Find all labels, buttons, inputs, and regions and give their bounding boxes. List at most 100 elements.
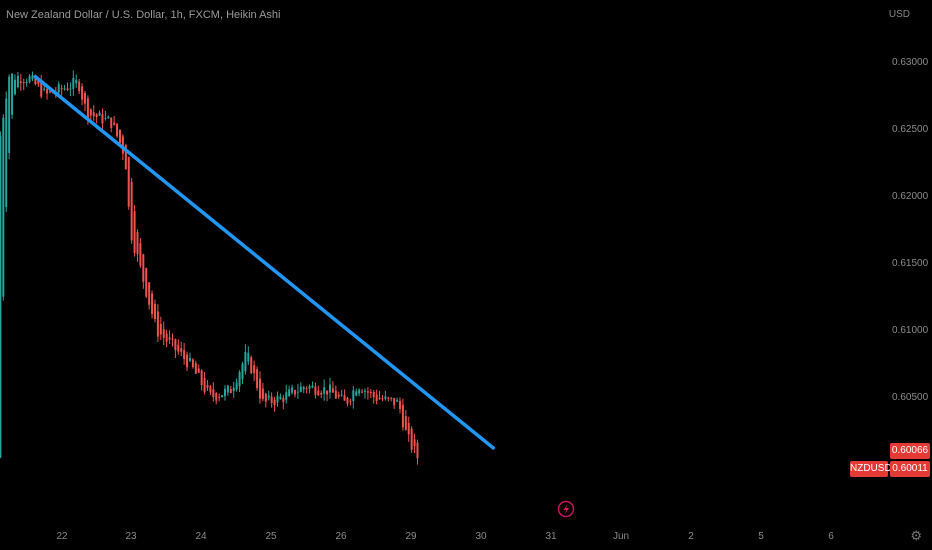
candle-body	[393, 397, 396, 406]
price-axis[interactable]: 0.63000 0.62500 0.62000 0.61500 0.61000 0.605…	[892, 57, 929, 403]
candle-body	[197, 368, 200, 373]
candle-body	[337, 394, 340, 397]
candle-body	[258, 378, 261, 399]
candle-body	[127, 157, 130, 207]
candle-body	[31, 75, 34, 80]
candle-body	[343, 395, 346, 401]
candle-body	[43, 88, 46, 90]
candle-body	[188, 358, 191, 361]
candle-body	[89, 109, 92, 116]
candle-body	[98, 112, 101, 116]
x-tick-label: 25	[265, 531, 277, 542]
candle-body	[340, 394, 343, 396]
candle-body	[308, 386, 311, 389]
time-axis[interactable]: 22 23 24 25 26 29 30 31 Jun 2 5 6	[56, 531, 834, 542]
candle-body	[410, 428, 413, 450]
currency-label: USD	[888, 9, 910, 20]
x-tick-label: 29	[405, 531, 417, 542]
candle-body	[206, 384, 209, 388]
candle-body	[159, 323, 162, 335]
candle-body	[133, 211, 136, 253]
trendline[interactable]	[33, 74, 495, 450]
candle-body	[349, 400, 352, 402]
candle-body	[121, 136, 124, 154]
candle-body	[331, 388, 334, 393]
candle-body	[366, 391, 369, 393]
candle-body	[22, 82, 25, 84]
candle-body	[378, 397, 381, 400]
candle-body	[381, 398, 384, 400]
candle-body	[264, 393, 267, 402]
candle-body	[311, 385, 314, 388]
candle-body	[261, 388, 264, 399]
candle-body	[235, 382, 238, 390]
candle-body	[110, 117, 113, 128]
candle-body	[46, 89, 49, 94]
candle-body	[323, 387, 326, 394]
y-tick-label: 0.62500	[892, 124, 929, 135]
candle-body	[60, 88, 63, 90]
candle-body	[203, 377, 206, 393]
gear-icon[interactable]: ⚙	[910, 528, 922, 543]
y-tick-label: 0.61000	[892, 325, 929, 336]
candle-body	[78, 81, 81, 92]
candle-body	[34, 77, 37, 85]
candle-body	[241, 363, 244, 380]
candles-layer	[0, 70, 419, 465]
last-price-badge: 0.60011	[890, 461, 930, 477]
y-tick-label: 0.61500	[892, 258, 929, 269]
candle-body	[174, 339, 177, 351]
lightning-icon[interactable]	[557, 500, 575, 518]
candle-body	[285, 392, 288, 400]
y-tick-label: 0.62000	[892, 191, 929, 202]
candle-body	[118, 129, 121, 144]
candle-body	[16, 75, 19, 88]
candle-body	[113, 122, 116, 125]
candle-body	[81, 86, 84, 100]
candle-body	[328, 384, 331, 393]
candle-body	[317, 390, 320, 396]
candle-body	[194, 363, 197, 374]
candle-body	[305, 388, 308, 390]
candle-body	[69, 88, 72, 90]
candle-body	[253, 365, 256, 374]
candle-body	[320, 392, 323, 395]
candle-body	[2, 117, 5, 297]
candle-body	[229, 389, 232, 393]
candle-body	[165, 333, 168, 342]
candle-body	[299, 386, 302, 392]
x-tick-label: 30	[475, 531, 487, 542]
candle-body	[86, 98, 89, 121]
candle-body	[314, 386, 317, 395]
candle-body	[369, 391, 372, 393]
x-tick-label: Jun	[613, 531, 629, 542]
x-tick-label: 24	[195, 531, 207, 542]
x-tick-label: 31	[545, 531, 557, 542]
x-tick-label: 5	[758, 531, 764, 542]
candle-body	[291, 387, 294, 393]
candle-body	[13, 79, 16, 95]
candle-body	[273, 399, 276, 406]
candle-body	[136, 232, 139, 255]
candle-body	[232, 387, 235, 392]
candle-body	[282, 397, 285, 402]
candle-body	[139, 243, 142, 266]
candle-body	[101, 114, 104, 124]
x-tick-label: 26	[335, 531, 347, 542]
candle-body	[293, 390, 296, 395]
candle-body	[396, 400, 399, 402]
candle-body	[302, 387, 305, 390]
candle-body	[156, 311, 159, 337]
candle-body	[215, 393, 218, 401]
candle-body	[72, 77, 75, 89]
candle-body	[83, 92, 86, 104]
candle-body	[37, 80, 40, 85]
x-tick-label: 23	[125, 531, 137, 542]
candle-body	[63, 88, 66, 90]
candle-body	[209, 386, 212, 393]
candle-body	[218, 396, 221, 398]
candle-body	[153, 303, 156, 319]
candle-body	[104, 117, 107, 119]
candle-body	[413, 439, 416, 447]
